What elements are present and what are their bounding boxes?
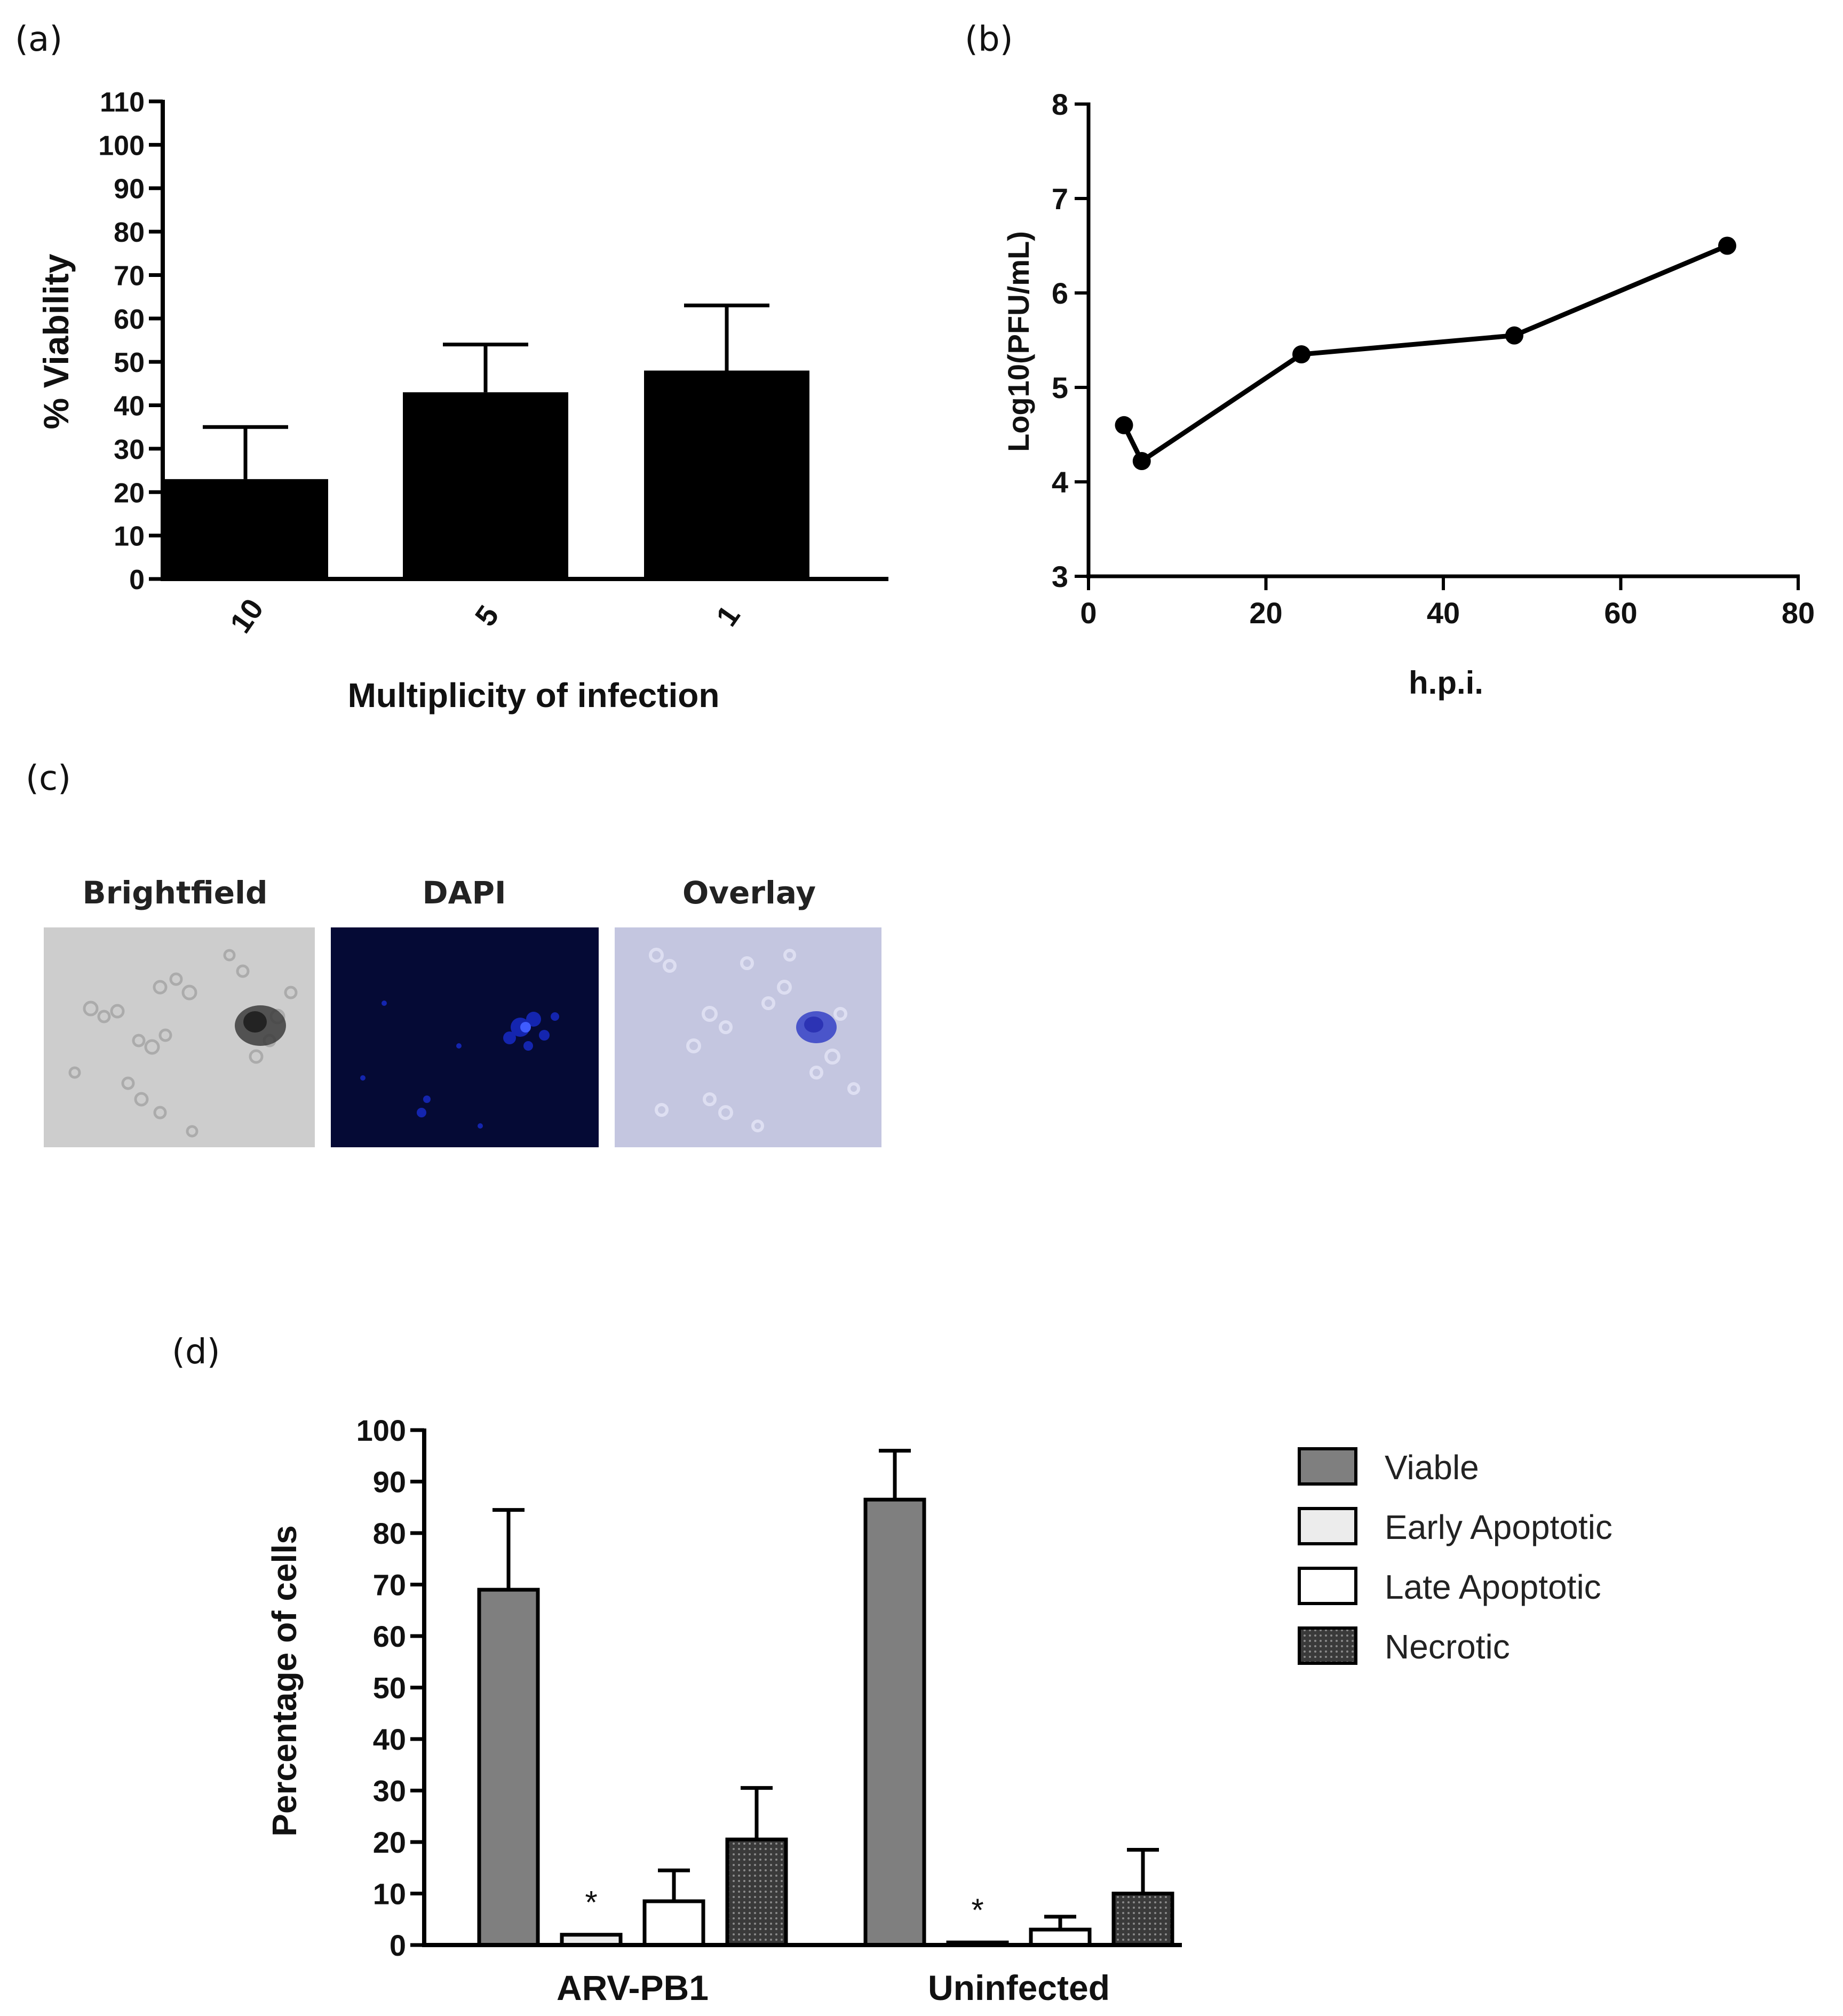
bar-uninfected-viable <box>863 1497 926 1947</box>
x-tick-label-5: 5 <box>468 599 505 632</box>
chart-a-xlabel: Multiplicity of infection <box>348 676 720 715</box>
y-tick-label-100: 100 <box>356 1414 406 1447</box>
bar-uninfected-necrotic <box>1111 1892 1174 1947</box>
panel-label-b: (b) <box>965 20 1013 59</box>
y-tick-label-6: 6 <box>1052 276 1068 310</box>
data-point-6 <box>1132 452 1151 471</box>
chart-d-axes: ARV-PB1 Uninfected 0 10 20 30 40 50 60 70 80 90 100 <box>356 1414 1182 2007</box>
micro-title-dapi: DAPI <box>422 875 506 911</box>
series-line <box>1122 243 1728 464</box>
legend-label-necrotic: Necrotic <box>1385 1628 1510 1666</box>
chart-b-marks <box>1115 236 1736 471</box>
micro-title-brightfield: Brightfield <box>83 875 268 911</box>
chart-b-xlabel: h.p.i. <box>1409 665 1483 701</box>
x-tick-label-0: 0 <box>1080 596 1097 630</box>
y-tick-label-30: 30 <box>373 1774 406 1808</box>
y-tick-label-0: 0 <box>390 1928 406 1962</box>
y-tick-label-40: 40 <box>373 1723 406 1756</box>
data-point-4 <box>1115 416 1133 434</box>
legend-swatch-necrotic <box>1298 1626 1357 1665</box>
x-tick-label-20: 20 <box>1249 596 1282 630</box>
y-tick-label-70: 70 <box>114 260 145 291</box>
chart-d-marks: * * <box>477 1449 1174 1947</box>
chart-b-ylabel: Log10(PFU/mL) <box>1002 231 1035 452</box>
microscopy-panel: Brightfield DAPI Overlay <box>44 875 881 1147</box>
y-tick-label-50: 50 <box>373 1671 406 1705</box>
bar-arv-pb1-necrotic <box>725 1837 788 1947</box>
x-tick-label-1: 1 <box>709 599 746 632</box>
y-tick-label-110: 110 <box>100 87 145 118</box>
y-tick-label-3: 3 <box>1052 560 1068 593</box>
chart-d-legend: Viable Early Apoptotic Late Apoptotic Necro… <box>1298 1447 1612 1666</box>
x-tick-label-uninfected: Uninfected <box>928 1968 1110 2007</box>
data-point-48 <box>1505 326 1523 345</box>
significance-asterisk-uninfected: * <box>971 1892 983 1928</box>
x-tick-label-40: 40 <box>1427 596 1460 630</box>
data-point-72 <box>1718 236 1736 255</box>
y-tick-label-7: 7 <box>1052 182 1068 216</box>
x-tick-label-80: 80 <box>1782 596 1815 630</box>
legend-swatch-late-apoptotic <box>1298 1567 1357 1605</box>
y-tick-label-80: 80 <box>114 217 145 248</box>
bar-moi-1 <box>644 370 809 579</box>
y-tick-label-10: 10 <box>114 521 145 552</box>
chart-d-cell-states: * * ARV-PB1 Uninfected01020304050607080901… <box>265 1414 1612 2007</box>
y-tick-label-60: 60 <box>114 304 145 335</box>
legend-label-viable: Viable <box>1385 1448 1479 1487</box>
y-tick-label-20: 20 <box>373 1825 406 1859</box>
y-tick-label-80: 80 <box>373 1517 406 1550</box>
y-tick-label-70: 70 <box>373 1568 406 1602</box>
bar-uninfected-late-apoptotic <box>1029 1927 1092 1947</box>
panel-label-c: (c) <box>26 759 71 798</box>
legend-label-early-apoptotic: Early Apoptotic <box>1385 1508 1612 1546</box>
y-tick-label-20: 20 <box>114 478 145 509</box>
y-tick-label-8: 8 <box>1052 88 1068 121</box>
y-tick-label-4: 4 <box>1052 465 1068 499</box>
x-tick-label-arv-pb1: ARV-PB1 <box>557 1968 709 2007</box>
micro-title-overlay: Overlay <box>682 875 816 911</box>
dapi-image <box>331 927 599 1147</box>
legend-swatch-early-apoptotic <box>1298 1507 1357 1545</box>
y-tick-label-0: 0 <box>129 565 145 596</box>
significance-asterisk-arv-pb1: * <box>585 1885 597 1920</box>
y-tick-label-90: 90 <box>373 1465 406 1499</box>
brightfield-image <box>44 927 315 1147</box>
chart-d-ylabel: Percentage of cells <box>265 1525 304 1836</box>
bar-arv-pb1-late-apoptotic <box>642 1899 705 1947</box>
panel-label-d: (d) <box>172 1332 220 1372</box>
y-tick-label-50: 50 <box>114 347 145 378</box>
bar-arv-pb1-viable <box>477 1588 540 1947</box>
overlay-image <box>615 927 881 1147</box>
bar-moi-10 <box>163 479 328 579</box>
bar-moi-5 <box>403 392 568 579</box>
y-tick-label-40: 40 <box>114 391 145 422</box>
x-tick-label-10: 10 <box>223 592 269 639</box>
y-tick-label-100: 100 <box>98 130 145 161</box>
data-point-24 <box>1292 345 1310 364</box>
y-tick-label-90: 90 <box>114 174 145 205</box>
y-tick-label-60: 60 <box>373 1620 406 1653</box>
legend-swatch-viable <box>1298 1447 1357 1486</box>
y-tick-label-30: 30 <box>114 434 145 465</box>
chart-a-marks <box>163 303 809 579</box>
panel-label-a: (a) <box>15 20 62 59</box>
x-tick-label-60: 60 <box>1604 596 1637 630</box>
legend-label-late-apoptotic: Late Apoptotic <box>1385 1568 1601 1606</box>
chart-a-ylabel: % Viability <box>36 253 76 429</box>
y-tick-label-5: 5 <box>1052 371 1068 404</box>
y-tick-label-10: 10 <box>373 1877 406 1911</box>
